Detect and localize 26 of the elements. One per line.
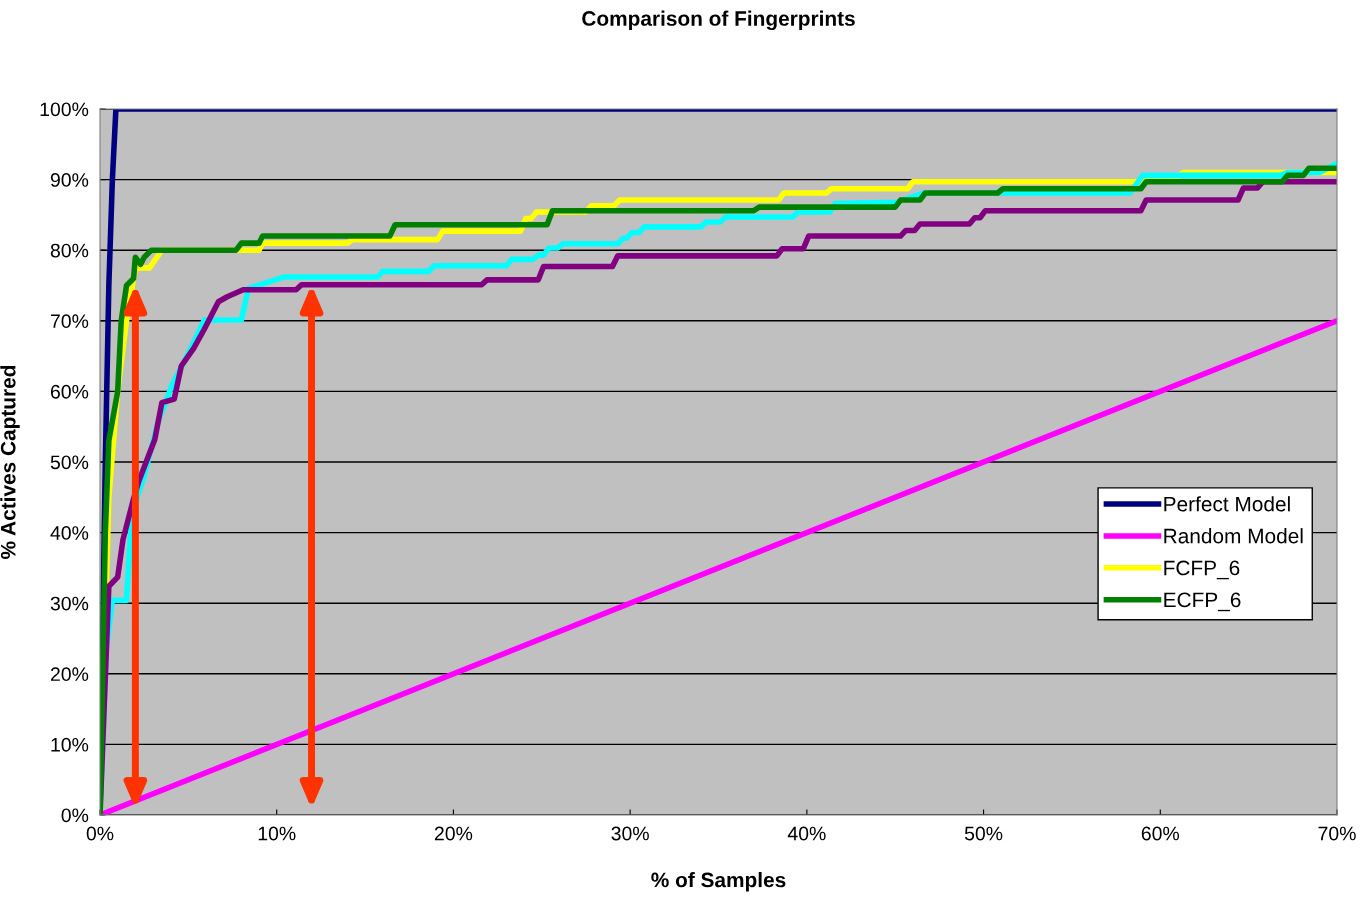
x-tick-label: 0% [86, 826, 114, 841]
y-tick-label: 70% [50, 314, 89, 329]
x-tick-label: 70% [1318, 826, 1356, 841]
y-tick-label: 40% [50, 526, 89, 540]
chart-title: Comparison of Fingerprints [582, 10, 855, 31]
y-tick-label: 60% [50, 384, 89, 399]
x-tick-label: 50% [964, 826, 1003, 841]
y-tick-label: 10% [51, 737, 89, 752]
y-tick-label: 30% [50, 596, 89, 611]
y-tick-label: 0% [61, 808, 89, 823]
x-tick-label: 20% [434, 826, 473, 841]
legend-label: ECFP_6 [1164, 592, 1241, 612]
legend-label: Perfect Model [1164, 496, 1290, 512]
y-axis-title: % Actives Captured [0, 365, 20, 559]
x-tick-label: 10% [258, 826, 296, 841]
y-tick-label: 20% [50, 667, 89, 682]
y-tick-label: 100% [40, 102, 89, 117]
y-tick-label: 90% [50, 173, 89, 187]
x-tick-label: 40% [787, 826, 826, 841]
x-tick-label: 60% [1141, 826, 1180, 841]
y-tick-label: 80% [50, 243, 89, 258]
x-tick-label: 30% [611, 826, 649, 841]
y-tick-label: 50% [50, 455, 89, 470]
x-axis-title: % of Samples [651, 872, 786, 892]
legend-label: Random Model [1164, 528, 1303, 544]
legend-label: FCFP_6 [1164, 560, 1240, 580]
